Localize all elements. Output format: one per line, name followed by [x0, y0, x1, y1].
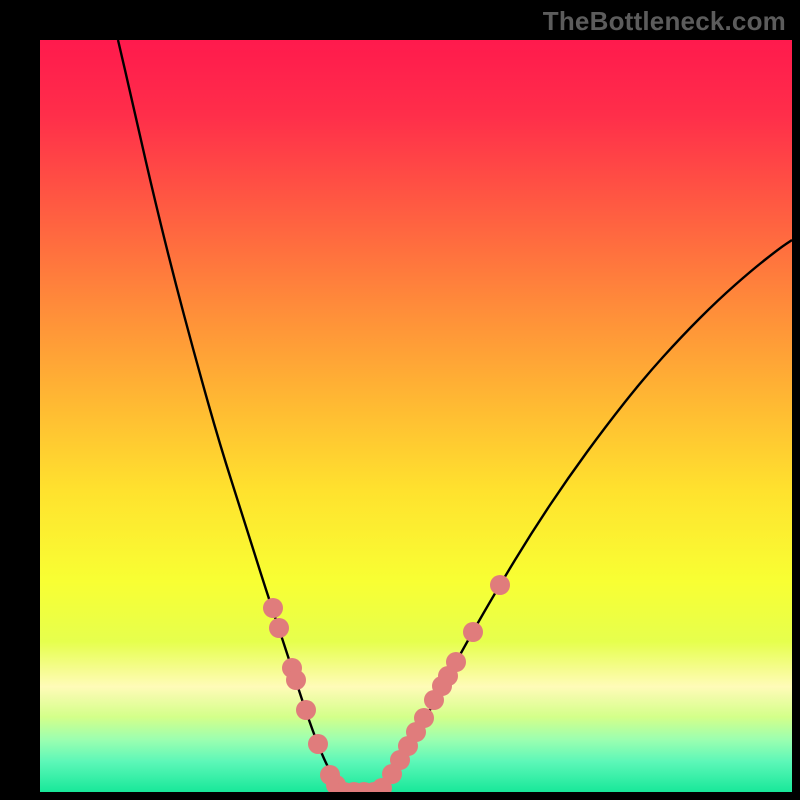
marker-point — [296, 700, 316, 720]
marker-point — [446, 652, 466, 672]
marker-point — [308, 734, 328, 754]
watermark-text: TheBottleneck.com — [543, 6, 786, 37]
marker-point — [414, 708, 434, 728]
marker-point — [269, 618, 289, 638]
marker-point — [286, 670, 306, 690]
curve-left-branch — [118, 40, 346, 790]
marker-group — [263, 575, 510, 792]
canvas: TheBottleneck.com — [0, 0, 800, 800]
marker-point — [490, 575, 510, 595]
plot-area — [40, 40, 792, 792]
curve-layer — [40, 40, 792, 792]
marker-point — [463, 622, 483, 642]
marker-point — [263, 598, 283, 618]
